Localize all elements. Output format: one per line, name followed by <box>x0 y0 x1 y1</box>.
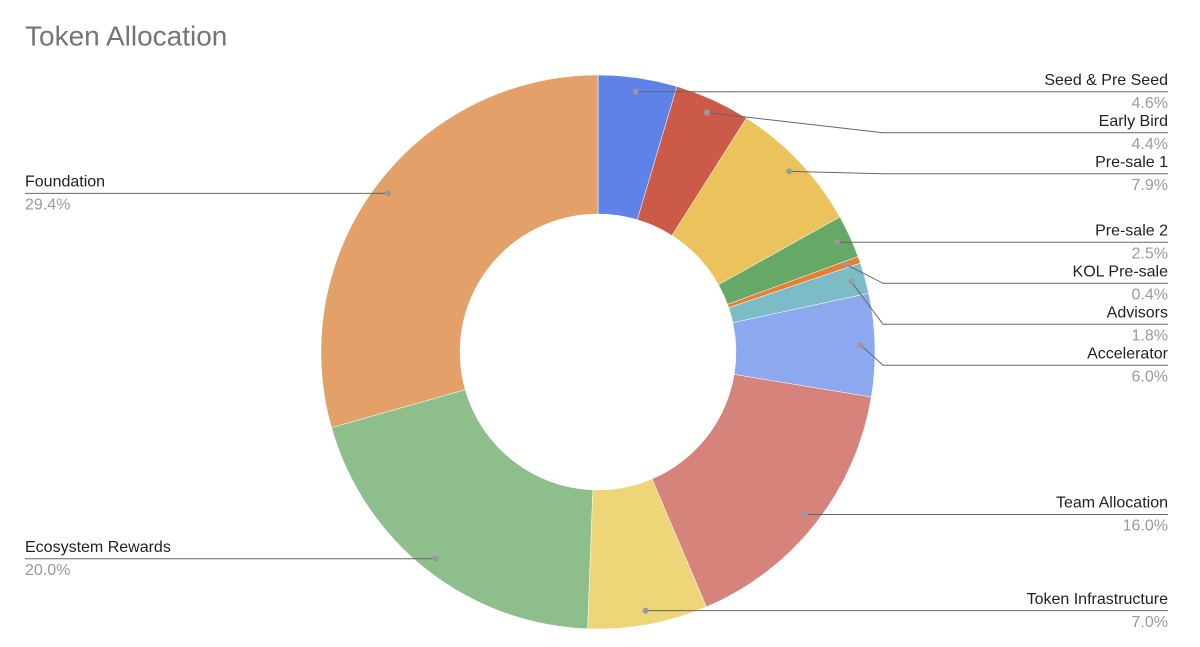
leader-dot <box>848 278 855 285</box>
leader-dot <box>843 261 850 268</box>
legend-label: Pre-sale 1 <box>1095 154 1168 171</box>
data-label: 2.5% <box>1132 245 1168 262</box>
data-label: 4.4% <box>1132 136 1168 153</box>
leader-dot <box>432 555 439 562</box>
data-label: 16.0% <box>1123 518 1168 535</box>
legend-label: Early Bird <box>1099 113 1168 130</box>
data-label: 7.9% <box>1132 177 1168 194</box>
legend-label: Pre-sale 2 <box>1095 222 1168 239</box>
legend-label: Seed & Pre Seed <box>1044 72 1168 89</box>
data-label: 6.0% <box>1132 368 1168 385</box>
leader-line <box>706 112 1168 134</box>
leader-dot <box>642 607 649 614</box>
leader-dot <box>632 88 639 95</box>
legend-label: Foundation <box>25 174 105 191</box>
leader-dot <box>834 239 841 246</box>
leader-dot <box>385 190 392 197</box>
donut-slice <box>331 389 594 630</box>
leader-dot <box>857 342 864 349</box>
legend-label: Token Infrastructure <box>1027 591 1169 608</box>
legend-label: Ecosystem Rewards <box>25 539 171 556</box>
data-label: 7.0% <box>1132 614 1168 631</box>
chart-title: Token Allocation <box>25 20 227 51</box>
donut-slice <box>320 74 599 428</box>
legend-label: Team Allocation <box>1056 495 1168 512</box>
data-label: 20.0% <box>25 562 70 579</box>
legend-label: KOL Pre-sale <box>1073 263 1169 280</box>
leader-dot <box>703 109 710 116</box>
data-label: 29.4% <box>25 197 70 214</box>
leader-line <box>851 281 1168 325</box>
leader-line <box>845 264 1168 284</box>
leader-dot <box>801 511 808 518</box>
leader-line <box>860 345 1168 366</box>
legend-label: Advisors <box>1107 304 1168 321</box>
legend-label: Accelerator <box>1087 345 1169 362</box>
donut-slice <box>651 374 872 608</box>
leader-line <box>789 170 1168 175</box>
data-label: 4.6% <box>1132 95 1168 112</box>
leader-dot <box>786 168 793 175</box>
data-label: 0.4% <box>1132 286 1168 303</box>
data-label: 1.8% <box>1132 327 1168 344</box>
